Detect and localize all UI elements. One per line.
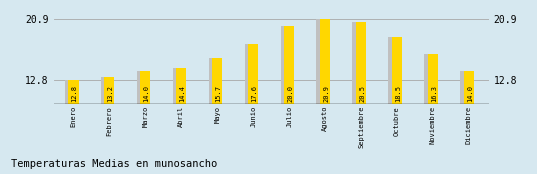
Text: 14.0: 14.0 [467, 85, 473, 102]
Text: 17.6: 17.6 [251, 85, 257, 102]
Bar [284, 26, 294, 174]
Bar [212, 58, 222, 174]
Text: 16.3: 16.3 [431, 85, 437, 102]
Bar [460, 71, 470, 174]
Text: 14.0: 14.0 [143, 85, 149, 102]
Bar [140, 71, 150, 174]
Text: 13.2: 13.2 [107, 85, 113, 102]
Bar [356, 22, 366, 174]
Text: 15.7: 15.7 [215, 85, 221, 102]
Bar [464, 71, 474, 174]
Bar [209, 58, 219, 174]
Bar [392, 37, 402, 174]
Text: 14.4: 14.4 [179, 85, 185, 102]
Bar [68, 80, 78, 174]
Bar [65, 80, 75, 174]
Bar [248, 44, 258, 174]
Text: 20.5: 20.5 [359, 85, 365, 102]
Bar [352, 22, 362, 174]
Bar [320, 19, 330, 174]
Text: 20.0: 20.0 [287, 85, 293, 102]
Bar [101, 77, 111, 174]
Bar [137, 71, 147, 174]
Text: 18.5: 18.5 [395, 85, 401, 102]
Bar [176, 68, 186, 174]
Text: 12.8: 12.8 [71, 85, 77, 102]
Text: 20.9: 20.9 [323, 85, 329, 102]
Bar [424, 54, 434, 174]
Text: Temperaturas Medias en munosancho: Temperaturas Medias en munosancho [11, 159, 217, 169]
Bar [173, 68, 183, 174]
Bar [428, 54, 438, 174]
Bar [104, 77, 114, 174]
Bar [316, 19, 326, 174]
Bar [244, 44, 255, 174]
Bar [388, 37, 398, 174]
Bar [280, 26, 291, 174]
